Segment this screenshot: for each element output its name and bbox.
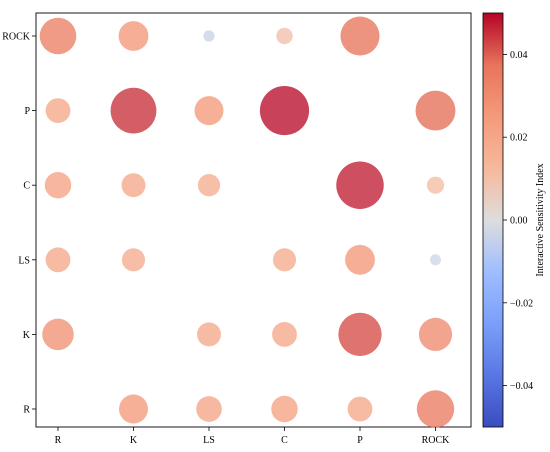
colorbar: 0.04 0.02 0.00 −0.02 −0.04 Interactive Sensi… bbox=[482, 12, 546, 428]
data-point-p-rock bbox=[340, 16, 380, 56]
y-tick-label: P bbox=[24, 106, 30, 117]
y-tick-label: ROCK bbox=[2, 32, 31, 43]
data-point-r-ls bbox=[45, 247, 71, 273]
y-axis: R K LS C P ROCK bbox=[2, 32, 36, 416]
data-point-k-ls bbox=[121, 248, 146, 272]
colorbar-tick-label: 0.00 bbox=[510, 216, 528, 227]
data-point-k-rock bbox=[118, 21, 149, 51]
colorbar-ticks: 0.04 0.02 0.00 −0.02 −0.04 bbox=[503, 50, 533, 392]
data-point-c-r bbox=[271, 395, 298, 423]
data-point-r-c bbox=[44, 171, 72, 199]
x-tick-label: K bbox=[130, 435, 138, 446]
data-point-p-c bbox=[336, 161, 384, 209]
data-point-r-p bbox=[45, 98, 71, 123]
data-point-ls-r bbox=[196, 396, 222, 422]
data-point-ls-k bbox=[197, 322, 221, 347]
data-point-rock-p bbox=[415, 90, 456, 131]
y-tick-label: C bbox=[23, 181, 30, 192]
x-tick-label: LS bbox=[203, 435, 215, 446]
x-tick-label: C bbox=[281, 435, 288, 446]
data-point-rock-c bbox=[426, 176, 445, 194]
data-point-p-k bbox=[338, 312, 382, 357]
x-tick-label: ROCK bbox=[422, 435, 451, 446]
data-point-c-k bbox=[272, 322, 297, 347]
data-point-r-k bbox=[42, 318, 74, 351]
data-point-k-p bbox=[110, 87, 157, 134]
data-point-rock-k bbox=[418, 317, 453, 351]
data-point-c-rock bbox=[276, 27, 293, 45]
data-point-k-r bbox=[119, 394, 148, 424]
data-point-c-p bbox=[259, 86, 310, 136]
points-layer bbox=[39, 16, 456, 428]
colorbar-label: Interactive Sensitivity Index bbox=[535, 163, 546, 276]
y-tick-label: K bbox=[23, 330, 31, 341]
data-point-c-ls bbox=[272, 248, 297, 272]
data-point-k-c bbox=[121, 173, 146, 198]
data-point-p-r bbox=[347, 396, 373, 422]
data-point-ls-c bbox=[197, 174, 221, 197]
data-point-r-rock bbox=[39, 17, 77, 55]
plot-frame bbox=[35, 12, 472, 428]
colorbar-gradient bbox=[482, 12, 504, 428]
colorbar-tick-label: 0.04 bbox=[510, 50, 528, 61]
x-tick-label: R bbox=[55, 435, 62, 446]
y-tick-label: LS bbox=[18, 255, 30, 266]
colorbar-tick-label: −0.02 bbox=[510, 298, 533, 309]
plot-area bbox=[35, 12, 472, 428]
data-point-rock-r bbox=[416, 390, 455, 428]
x-tick-label: P bbox=[357, 435, 363, 446]
data-point-rock-ls bbox=[430, 254, 441, 266]
data-point-ls-p bbox=[194, 96, 224, 126]
colorbar-tick-label: −0.04 bbox=[510, 381, 533, 392]
data-point-p-ls bbox=[345, 244, 375, 275]
data-point-ls-rock bbox=[203, 30, 215, 42]
x-axis: R K LS C P ROCK bbox=[55, 427, 450, 446]
colorbar-tick-label: 0.02 bbox=[510, 133, 528, 144]
y-tick-label: R bbox=[23, 405, 30, 416]
